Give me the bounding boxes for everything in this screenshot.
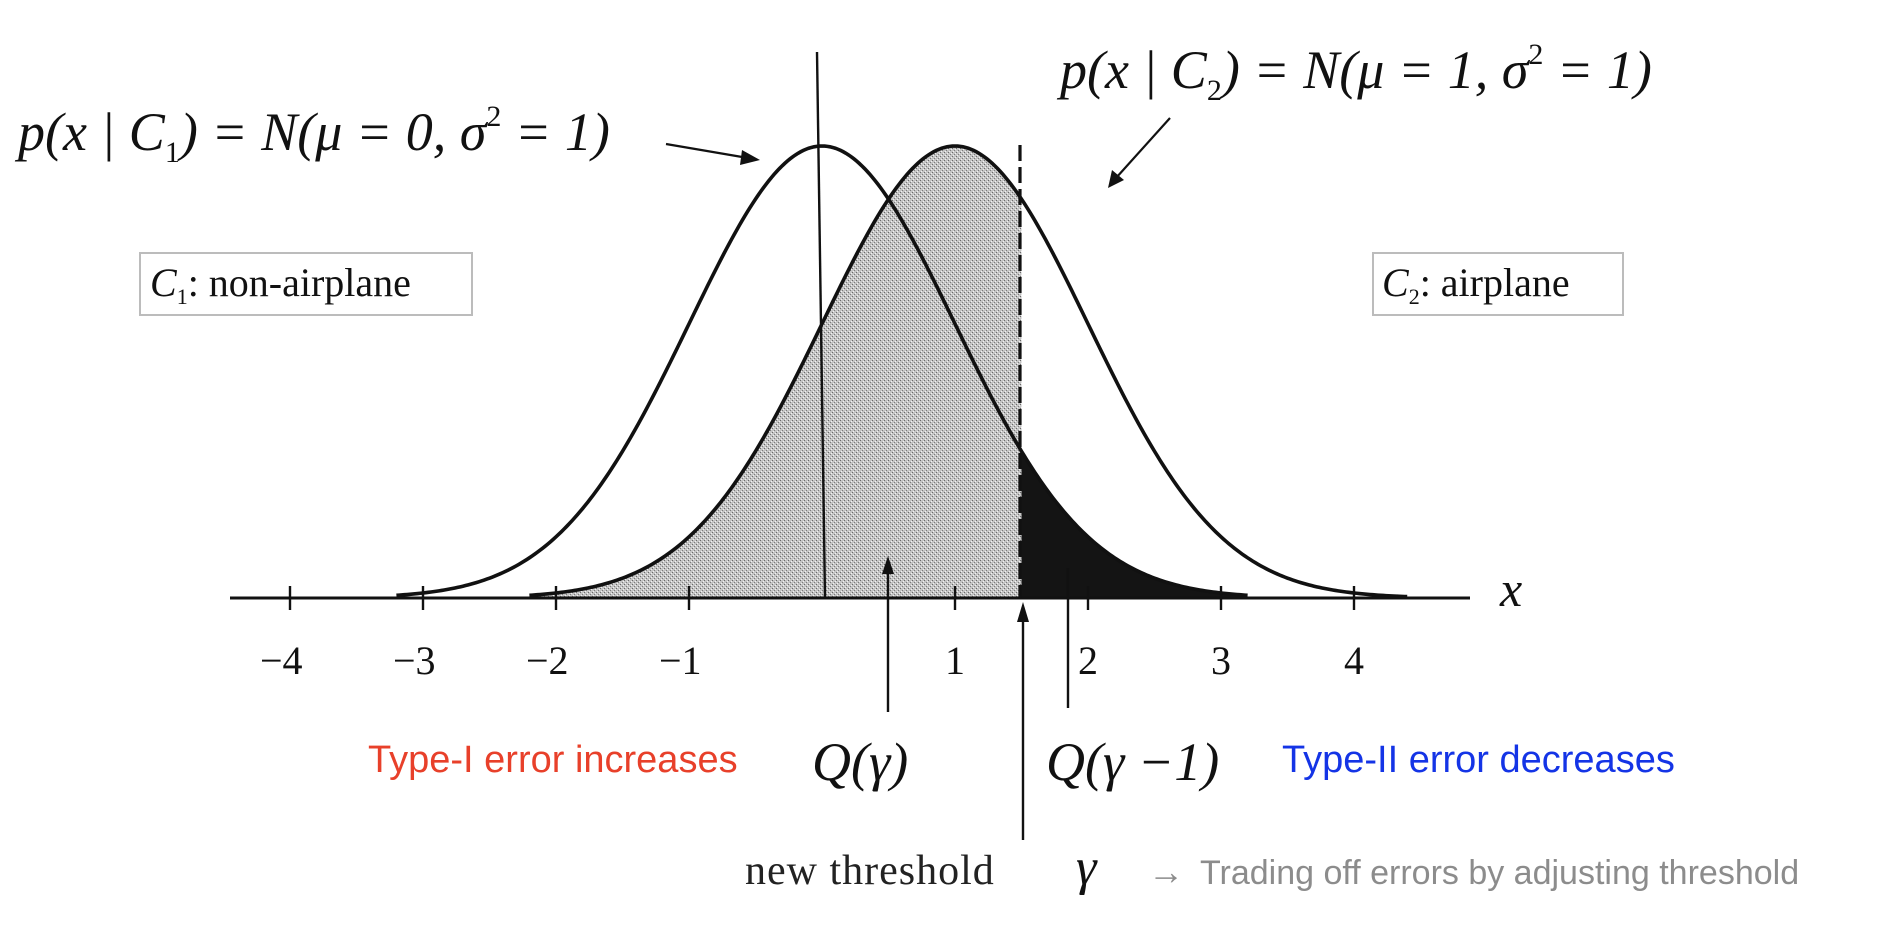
c2-curve-pointer-head [1108, 170, 1124, 188]
c1-curve-pointer-head [740, 150, 760, 165]
c2-class-label: C2: airplane [1382, 260, 1570, 309]
gamma-symbol: γ [1076, 839, 1098, 896]
c2-density-formula: p(x | C2) = N(μ = 1, σ2 = 1) [1056, 38, 1652, 107]
x-tick-label: −4 [260, 638, 303, 683]
curve-c2-density [529, 144, 1408, 599]
new-threshold-label: new threshold [745, 848, 995, 894]
type2-error-caption: Type-II error decreases [1282, 739, 1675, 781]
q-gamma-pointer-head [882, 556, 894, 574]
curve-c1-density [396, 144, 1248, 598]
x-axis-label: x [1499, 561, 1522, 617]
old-threshold-line [815, 51, 827, 599]
x-tick-label: 4 [1344, 638, 1364, 683]
x-tick-label: 1 [945, 638, 965, 683]
c1-density-formula: p(x | C1) = N(μ = 0, σ2 = 1) [14, 100, 610, 169]
type1-error-caption: Type-I error increases [368, 739, 738, 781]
x-tick-label: −2 [526, 638, 569, 683]
x-tick-label: 3 [1211, 638, 1231, 683]
c1-class-label: C1: non-airplane [150, 260, 411, 309]
type2-error-area [1021, 451, 1248, 598]
c2-class-box [1372, 252, 1624, 316]
type1-error-area [529, 146, 1022, 598]
x-tick-label: 2 [1078, 638, 1098, 683]
x-axis-ticks: −4 −3 −2 −1 1 2 3 4 [260, 586, 1364, 683]
c1-curve-pointer [665, 142, 749, 160]
c2-curve-pointer [1115, 117, 1171, 179]
arrow-icon: → [1148, 851, 1184, 892]
trading-off-caption: Trading off errors by adjusting threshol… [1200, 854, 1799, 892]
q-gamma-label: Q(γ) [812, 732, 908, 792]
q-gamma-minus-1-label: Q(γ −1) [1046, 732, 1219, 792]
c1-class-box [139, 252, 473, 316]
x-tick-label: −3 [393, 638, 436, 683]
x-tick-label: −1 [659, 638, 702, 683]
new-threshold-pointer-head [1017, 602, 1029, 622]
